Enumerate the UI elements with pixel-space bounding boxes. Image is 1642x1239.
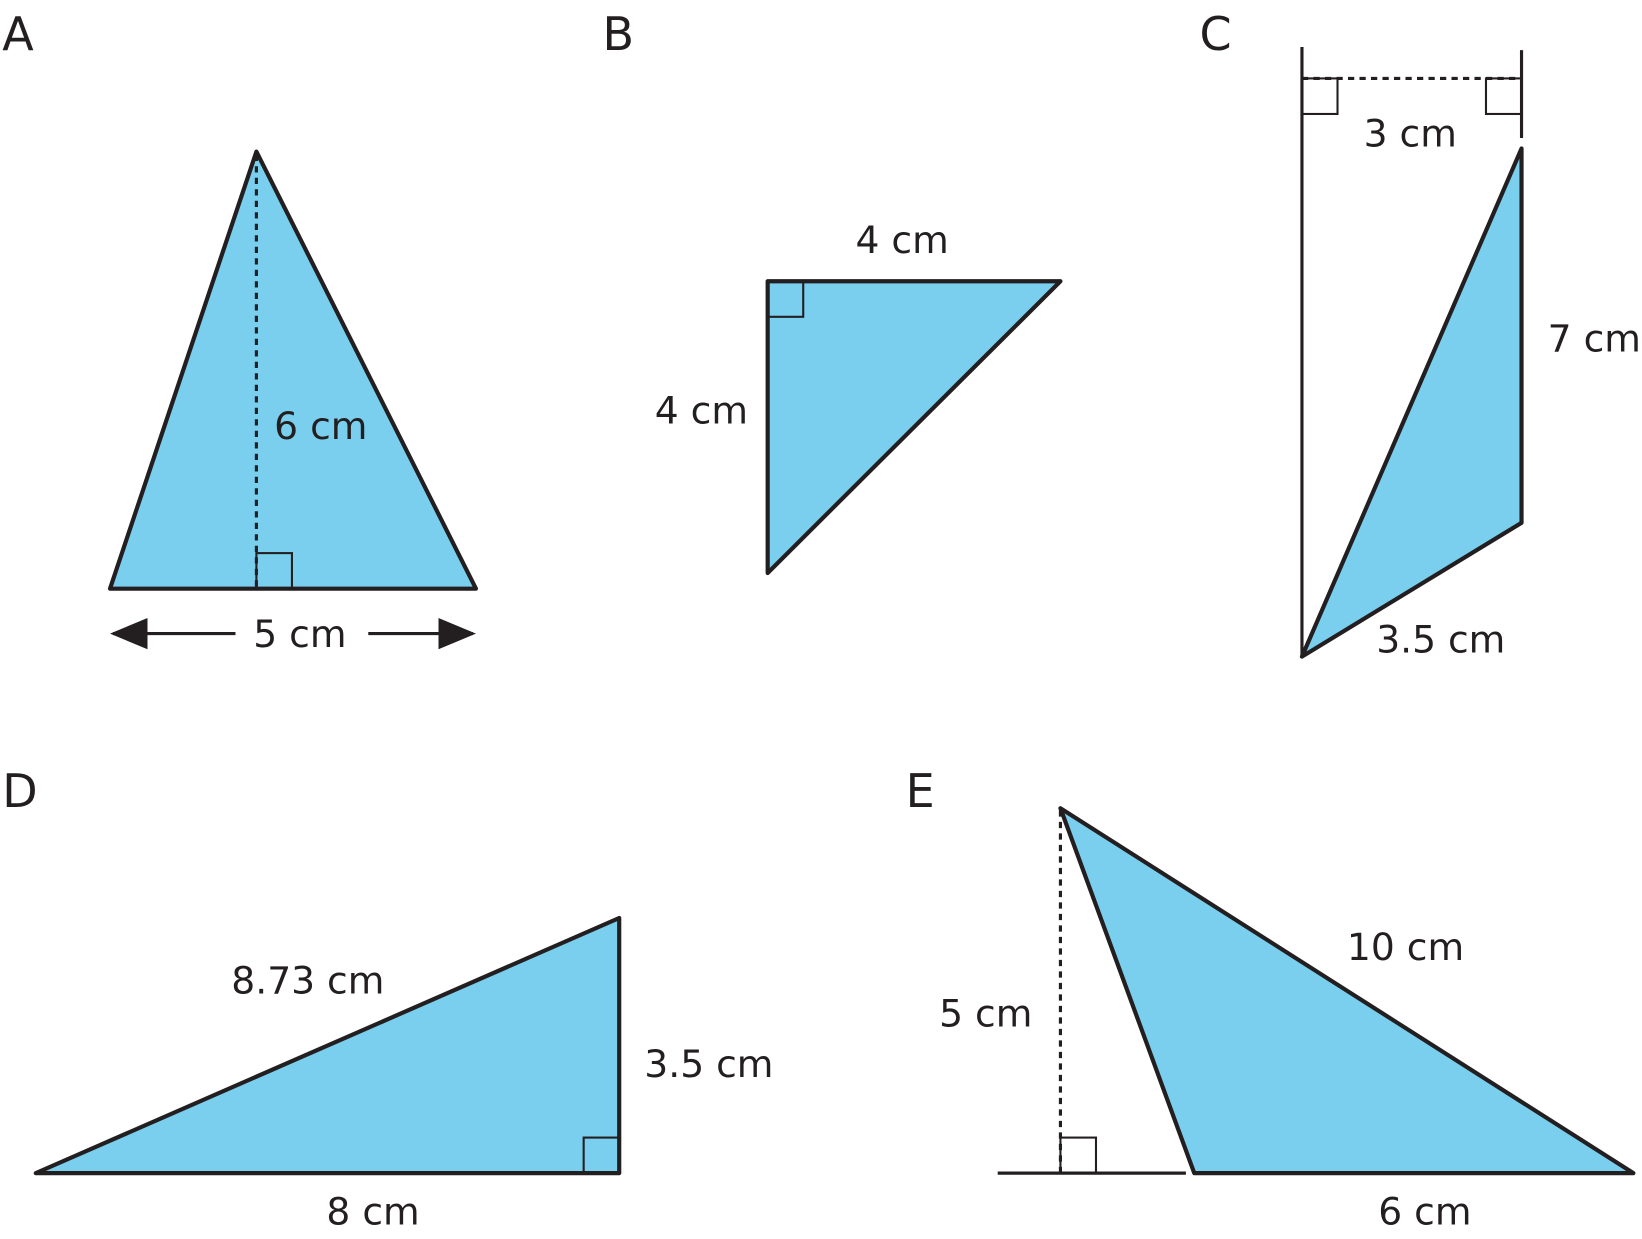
label-right-c: 7 cm (1548, 316, 1641, 360)
figure-b-letter: B (602, 7, 634, 61)
right-angle-mark (1300, 77, 1339, 116)
triangle-a (107, 149, 479, 591)
figure-a: A 6 cm 5 cm (2, 7, 479, 656)
label-right-d: 3.5 cm (644, 1042, 773, 1086)
figure-a-letter: A (2, 7, 34, 61)
triangle-c (1299, 146, 1524, 659)
label-top-b: 4 cm (856, 218, 949, 262)
figure-e: E 5 cm 10 cm 6 cm (906, 764, 1636, 1233)
triangle-b (765, 279, 1063, 576)
figure-b: B 4 cm 4 cm (602, 7, 1063, 576)
label-height-e: 5 cm (939, 992, 1032, 1036)
label-height-a: 6 cm (274, 404, 367, 448)
figure-e-letter: E (906, 764, 935, 818)
figure-d-letter: D (2, 764, 37, 818)
label-base-e: 6 cm (1378, 1189, 1471, 1233)
figure-c: C 3 cm 7 cm 3.5 cm (1199, 7, 1640, 661)
figure-d: D 8.73 cm 3.5 cm 8 cm (2, 764, 773, 1233)
right-angle-mark (582, 1136, 621, 1175)
right-angle-mark (1484, 77, 1523, 116)
label-side-e: 10 cm (1347, 925, 1464, 969)
label-bottom-c: 3.5 cm (1376, 617, 1505, 661)
figure-c-letter: C (1199, 7, 1231, 61)
triangle-e (1058, 806, 1636, 1176)
label-base-d: 8 cm (326, 1189, 419, 1233)
right-angle-mark (766, 280, 805, 318)
right-angle-mark (1059, 1136, 1098, 1175)
label-hyp-d: 8.73 cm (231, 958, 384, 1002)
label-top-c: 3 cm (1364, 111, 1457, 155)
label-left-b: 4 cm (655, 388, 748, 432)
triangle-d (33, 915, 622, 1176)
right-angle-mark (255, 552, 293, 590)
label-base-a: 5 cm (253, 612, 346, 656)
